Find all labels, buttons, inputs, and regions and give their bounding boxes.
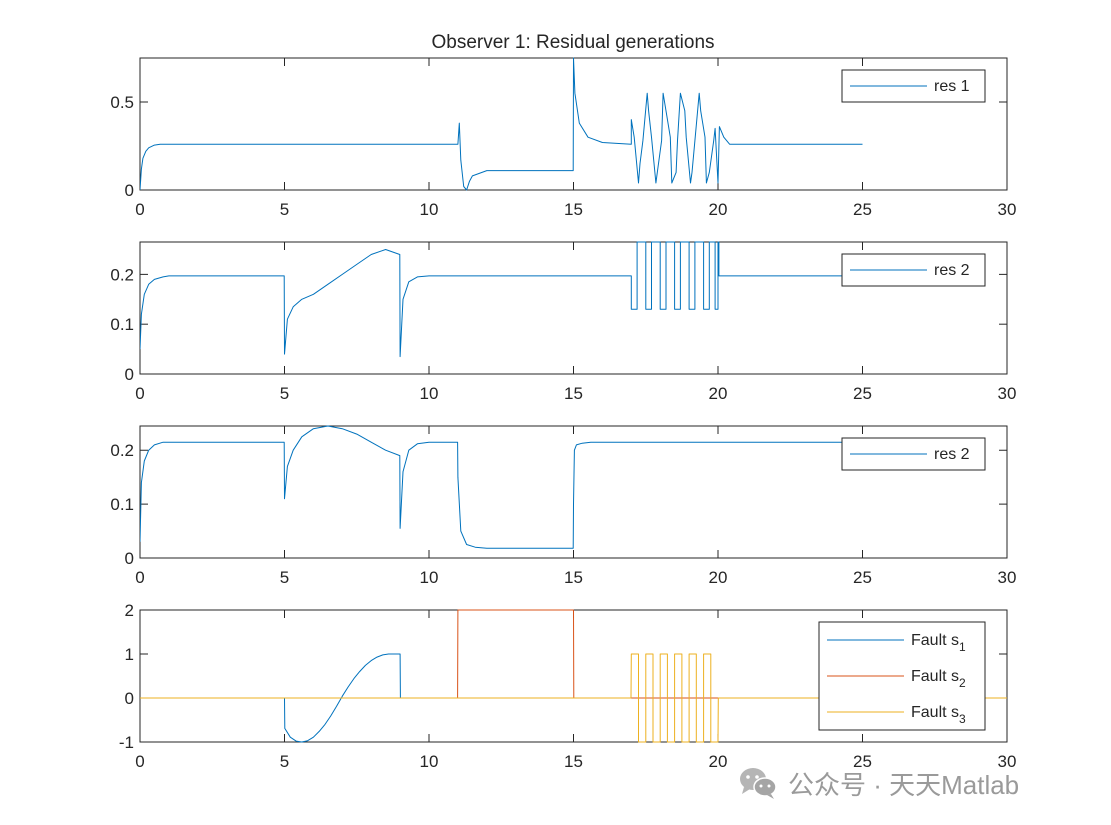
legend-label: Fault s2 (911, 668, 966, 690)
wechat-icon (740, 768, 777, 799)
x-tick-label: 10 (420, 200, 439, 219)
x-tick-label: 20 (709, 568, 728, 587)
legend-label: res 2 (934, 262, 970, 279)
subplot-3: 0 5 10 15 20 25 30 0 0.1 0.2 res 2 (110, 425, 1017, 587)
legend-label-text: res 1 (934, 78, 970, 95)
legend-label-text: Fault s (911, 632, 959, 649)
x-tick-label: 5 (280, 200, 289, 219)
legend-label: Fault s1 (911, 632, 966, 654)
legend-label: Fault s3 (911, 704, 966, 726)
x-tick-label: 25 (853, 200, 872, 219)
x-tick-label: 15 (564, 384, 583, 403)
series-group (140, 57, 863, 191)
figure-title: Observer 1: Residual generations (431, 32, 714, 53)
legend-label-text: Fault s (911, 668, 959, 685)
x-tick-label: 25 (853, 752, 872, 771)
legend: res 1 (841, 69, 986, 103)
x-tick-label: 5 (280, 752, 289, 771)
x-tick-label: 30 (998, 384, 1017, 403)
x-tick-label: 20 (709, 384, 728, 403)
legend-label: res 2 (934, 446, 970, 463)
series-line-1 (140, 425, 863, 549)
x-tick-label: 10 (420, 568, 439, 587)
y-tick-label: 0.1 (110, 315, 134, 334)
y-tick-label: 0 (125, 181, 134, 200)
watermark: 公众号 · 天天Matlab (738, 765, 1019, 801)
y-tick-label: 0.1 (110, 495, 134, 514)
legend-label-subscript: 1 (959, 640, 966, 654)
subplot-2: 0 5 10 15 20 25 30 0 0.1 0.2 res 2 (110, 241, 1017, 403)
x-tick-label: 10 (420, 384, 439, 403)
y-tick-label: 0 (125, 365, 134, 384)
y-tick-label: 0.5 (110, 93, 134, 112)
x-tick-label: 15 (564, 752, 583, 771)
x-tick-label: 30 (998, 752, 1017, 771)
watermark-text: 公众号 · 天天Matlab (788, 769, 1020, 800)
x-tick-label: 0 (135, 568, 144, 587)
series-group (140, 241, 863, 358)
legend-label-text: res 2 (934, 262, 970, 279)
x-tick-label: 20 (709, 200, 728, 219)
x-tick-label: 25 (853, 384, 872, 403)
y-tick-label: 2 (125, 601, 134, 620)
x-tick-label: 20 (709, 752, 728, 771)
subplot-1: 0 5 10 15 20 25 30 0 0.5 res 1 (110, 57, 1017, 219)
y-tick-label: 0 (125, 689, 134, 708)
x-tick-label: 5 (280, 568, 289, 587)
series-line-1 (140, 57, 863, 191)
x-tick-label: 0 (135, 752, 144, 771)
x-tick-label: 5 (280, 384, 289, 403)
series-line-3 (140, 653, 1007, 743)
x-tick-label: 10 (420, 752, 439, 771)
series-group (140, 425, 863, 549)
x-tick-label: 0 (135, 200, 144, 219)
series-group (140, 609, 1007, 743)
y-tick-label: 0.2 (110, 265, 134, 284)
legend: res 2 (841, 253, 986, 287)
x-tick-label: 30 (998, 200, 1017, 219)
x-tick-label: 15 (564, 200, 583, 219)
y-tick-label: 0 (125, 549, 134, 568)
y-tick-label: 1 (125, 645, 134, 664)
legend-label-text: Fault s (911, 704, 959, 721)
legend-label: res 1 (934, 78, 970, 95)
y-tick-label: 0.2 (110, 441, 134, 460)
x-tick-label: 25 (853, 568, 872, 587)
series-line-1 (140, 241, 863, 358)
x-tick-label: 15 (564, 568, 583, 587)
legend-label-text: res 2 (934, 446, 970, 463)
x-tick-label: 30 (998, 568, 1017, 587)
y-tick-label: -1 (119, 733, 134, 752)
legend-label-subscript: 2 (959, 676, 966, 690)
x-tick-label: 0 (135, 384, 144, 403)
legend: res 2 (841, 437, 986, 471)
legend-label-subscript: 3 (959, 712, 966, 726)
series-line-1 (140, 653, 1007, 743)
